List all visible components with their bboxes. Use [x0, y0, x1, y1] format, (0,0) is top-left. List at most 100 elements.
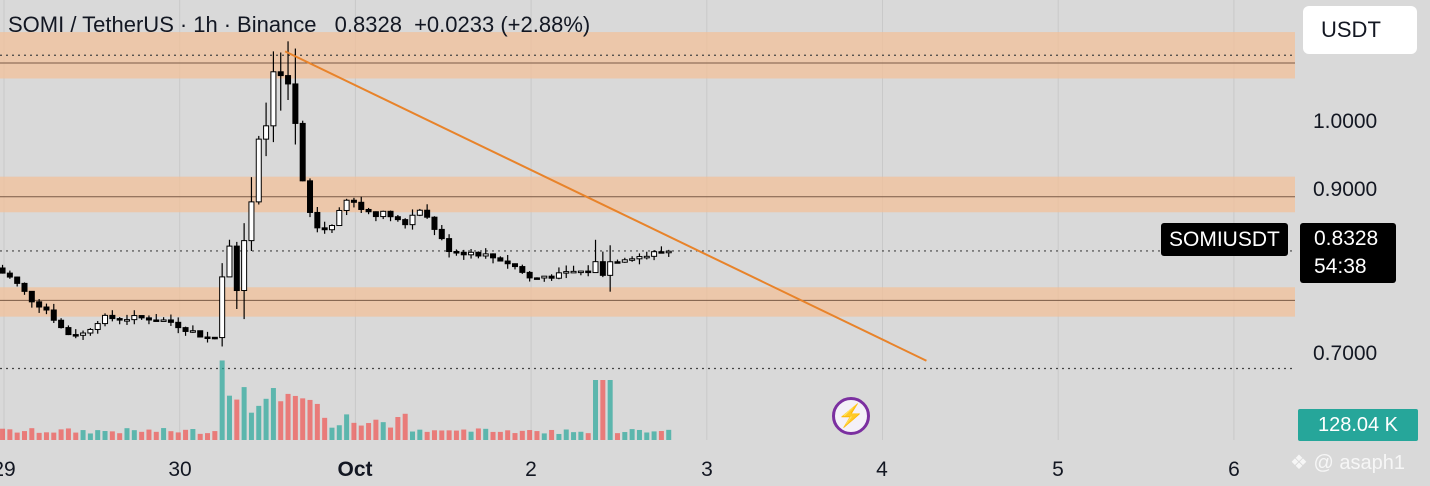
- candle-body: [80, 332, 87, 336]
- volume-bar: [600, 380, 606, 440]
- volume-bar: [549, 429, 555, 440]
- candle-body: [43, 306, 50, 311]
- volume-bar: [14, 432, 20, 440]
- candle-body: [138, 315, 145, 319]
- volume-bar: [644, 432, 650, 440]
- diamond-logo-icon: ❖: [1290, 452, 1308, 474]
- candle-body: [226, 245, 233, 278]
- candle-body: [58, 319, 65, 329]
- candle-body: [21, 282, 28, 292]
- volume-bar: [212, 431, 218, 440]
- candle-body: [277, 71, 284, 77]
- volume-bar: [307, 399, 313, 440]
- currency-button[interactable]: USDT: [1303, 6, 1417, 54]
- candle-body: [299, 122, 306, 182]
- candle-body: [577, 270, 584, 274]
- candle-body: [321, 227, 328, 231]
- volume-bar: [578, 431, 584, 440]
- candle-body: [570, 270, 577, 274]
- header-price: 0.8328: [334, 12, 402, 37]
- volume-bar: [329, 427, 335, 440]
- candle-body: [123, 319, 130, 322]
- volume-bar: [87, 433, 93, 440]
- candle-body: [446, 238, 453, 253]
- volume-bar: [490, 431, 496, 440]
- candle-body: [629, 258, 636, 261]
- volume-bar: [351, 422, 357, 440]
- volume-bar: [461, 429, 467, 440]
- candle-body: [211, 336, 218, 340]
- candle-body: [665, 250, 672, 254]
- volume-bar: [658, 431, 664, 440]
- interval-label[interactable]: 1h: [193, 12, 218, 37]
- candle-body: [160, 319, 167, 322]
- candle-body: [526, 271, 533, 279]
- symbol-price-tag: SOMIUSDT: [1161, 223, 1288, 256]
- volume-bar: [534, 431, 540, 440]
- volume-bar: [109, 431, 115, 440]
- volume-bar: [175, 432, 181, 440]
- volume-bar: [270, 388, 276, 440]
- volume-bar: [80, 430, 86, 440]
- volume-tag: 128.04 K: [1298, 409, 1418, 441]
- trendline: [284, 50, 927, 362]
- volume-bar: [468, 431, 474, 440]
- volume-bar: [336, 425, 342, 440]
- volume-bar: [483, 428, 489, 440]
- volume-bar: [7, 429, 13, 440]
- volume-bar: [497, 431, 503, 440]
- candle-body: [365, 208, 372, 213]
- candle-body: [175, 321, 182, 329]
- candle-body: [475, 251, 482, 257]
- lightning-bolt-icon[interactable]: ⚡: [832, 397, 870, 435]
- volume-bar: [322, 417, 328, 440]
- volume-bar: [219, 360, 225, 440]
- x-tick-label: 6: [1228, 458, 1240, 481]
- volume-bar: [0, 428, 6, 440]
- candle-body: [270, 71, 277, 127]
- symbol-header: SOMI / TetherUS · 1h · Binance 0.8328 +0.023…: [8, 12, 596, 38]
- watermark-text: @ asaph1: [1313, 452, 1405, 474]
- volume-bar: [358, 425, 364, 440]
- symbol-name[interactable]: SOMI / TetherUS: [8, 12, 174, 37]
- candle-body: [424, 209, 431, 218]
- candle-body: [153, 319, 160, 322]
- candle-body: [350, 199, 357, 203]
- candle-body: [482, 253, 489, 257]
- candle-body: [285, 75, 292, 85]
- candle-body: [453, 251, 460, 254]
- candle-body: [563, 271, 570, 274]
- volume-bar: [190, 429, 196, 440]
- candle-body: [131, 315, 138, 321]
- volume-bar: [453, 430, 459, 440]
- volume-bar: [43, 432, 49, 440]
- volume-bar: [380, 422, 386, 440]
- volume-bar: [439, 430, 445, 440]
- volume-bar: [183, 429, 189, 440]
- volume-bar: [168, 431, 174, 440]
- volume-bar: [388, 427, 394, 440]
- candle-body: [394, 216, 401, 221]
- candle-body: [658, 251, 665, 254]
- x-tick-label: 5: [1052, 458, 1064, 481]
- candle-body: [585, 270, 592, 274]
- volume-bar: [629, 429, 635, 440]
- volume-bar: [263, 398, 269, 440]
- candle-body: [28, 290, 35, 303]
- volume-bar: [278, 401, 284, 440]
- candle-body: [541, 275, 548, 279]
- x-tick-label: 3: [701, 458, 713, 481]
- volume-bar: [256, 405, 262, 440]
- candle-body: [460, 251, 467, 256]
- candle-body: [380, 210, 387, 218]
- volume-bar: [395, 417, 401, 440]
- candle-body: [307, 180, 314, 213]
- candle-body: [519, 266, 526, 273]
- volume-bar: [585, 433, 591, 440]
- volume-bar: [226, 395, 232, 440]
- candle-body: [490, 253, 497, 259]
- volume-bar: [636, 429, 642, 440]
- header-sep-2: ·: [223, 12, 232, 37]
- volume-bar: [314, 403, 320, 440]
